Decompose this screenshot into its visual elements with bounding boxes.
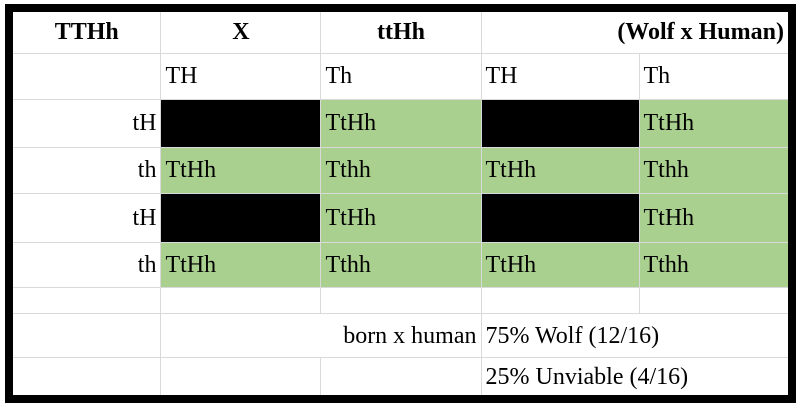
punnett-row: tH TtHH TtHh TtHH TtHh: [8, 98, 793, 148]
empty-cell[interactable]: [480, 286, 640, 315]
parent1-genotype-cell[interactable]: TTHh: [8, 7, 162, 54]
empty-cell[interactable]: [8, 357, 162, 400]
punnett-cell[interactable]: TtHh: [638, 98, 793, 148]
punnett-cell[interactable]: TtHh: [320, 192, 482, 243]
empty-cell[interactable]: [160, 286, 322, 315]
summary-cross-note-cell[interactable]: born x human: [160, 313, 482, 359]
empty-cell[interactable]: [8, 313, 162, 359]
punnett-cell[interactable]: TtHh: [638, 192, 793, 243]
empty-cell[interactable]: [320, 286, 482, 315]
punnett-cell[interactable]: TtHh: [480, 146, 640, 194]
punnett-cell[interactable]: TtHH: [480, 98, 640, 148]
punnett-cell[interactable]: Tthh: [320, 241, 482, 288]
summary-row: born x human 75% Wolf (12/16): [8, 313, 793, 359]
parent2-genotype-cell[interactable]: ttHh: [320, 7, 482, 54]
summary-unviable-result-cell[interactable]: 25% Unviable (4/16): [480, 357, 793, 400]
punnett-cell[interactable]: TtHH: [480, 192, 640, 243]
empty-cell[interactable]: [638, 286, 793, 315]
row-gamete-cell[interactable]: tH: [8, 192, 162, 243]
punnett-row: th TtHh Tthh TtHh Tthh: [8, 146, 793, 194]
summary-wolf-result-cell[interactable]: 75% Wolf (12/16): [480, 313, 793, 359]
summary-row: 25% Unviable (4/16): [8, 357, 793, 400]
punnett-cell[interactable]: TtHh: [480, 241, 640, 288]
punnett-cell[interactable]: Tthh: [638, 241, 793, 288]
punnett-cell[interactable]: TtHh: [160, 146, 322, 194]
cross-symbol-cell[interactable]: X: [160, 7, 322, 54]
cross-header-row: TTHh X ttHh (Wolf x Human): [8, 7, 793, 54]
top-gamete-cell[interactable]: TH: [480, 52, 640, 100]
cross-parents-label-cell[interactable]: (Wolf x Human): [480, 7, 793, 54]
empty-cell[interactable]: [160, 357, 322, 400]
punnett-row: th TtHh Tthh TtHh Tthh: [8, 241, 793, 288]
top-gamete-cell[interactable]: TH: [160, 52, 322, 100]
row-gamete-cell[interactable]: th: [8, 241, 162, 288]
empty-cell[interactable]: [320, 357, 482, 400]
empty-cell[interactable]: [8, 286, 162, 315]
punnett-square-table: TTHh X ttHh (Wolf x Human) TH Th TH Th t…: [5, 4, 796, 403]
top-gametes-row: TH Th TH Th: [8, 52, 793, 100]
row-gamete-cell[interactable]: th: [8, 146, 162, 194]
row-gamete-cell[interactable]: tH: [8, 98, 162, 148]
punnett-cell[interactable]: Tthh: [320, 146, 482, 194]
punnett-cell[interactable]: TtHh: [320, 98, 482, 148]
spacer-row: [8, 286, 793, 315]
punnett-cell[interactable]: TtHh: [160, 241, 322, 288]
punnett-row: tH TtHH TtHh TtHH TtHh: [8, 192, 793, 243]
punnett-cell[interactable]: Tthh: [638, 146, 793, 194]
punnett-cell[interactable]: TtHH: [160, 192, 322, 243]
top-gamete-cell[interactable]: Th: [320, 52, 482, 100]
top-gamete-cell[interactable]: Th: [638, 52, 793, 100]
punnett-cell[interactable]: TtHH: [160, 98, 322, 148]
empty-cell[interactable]: [8, 52, 162, 100]
